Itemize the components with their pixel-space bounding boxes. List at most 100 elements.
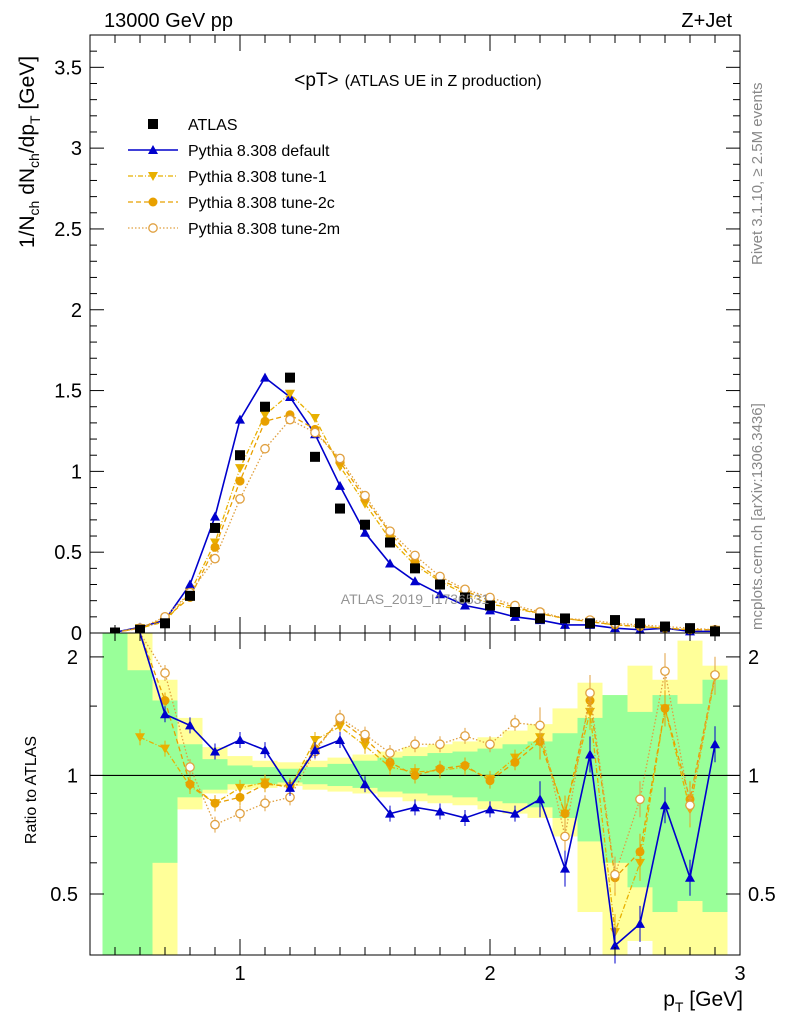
point-data <box>510 606 520 617</box>
ratio-point-tune2c <box>410 770 420 780</box>
ratio-point-tune2m <box>635 794 645 805</box>
ratio-point-tune2m <box>535 720 545 731</box>
ratio-point-tune2c <box>510 757 520 767</box>
point-data <box>210 522 220 533</box>
point-data <box>585 618 595 629</box>
point-tune2m <box>410 550 420 561</box>
ratio-point-tune2c <box>235 792 245 802</box>
process-label: Z+Jet <box>681 10 732 32</box>
main-y-tick-label: 2 <box>71 300 82 322</box>
point-default <box>260 372 270 382</box>
ratio-point-default <box>435 806 445 816</box>
legend-label-data: ATLAS <box>188 117 238 134</box>
ratio-point-tune1 <box>235 783 245 793</box>
point-tune2m <box>210 553 220 564</box>
point-data <box>460 592 470 603</box>
ratio-point-tune2c <box>260 779 270 789</box>
point-default <box>460 600 470 610</box>
point-default <box>435 589 445 599</box>
point-default <box>210 511 220 521</box>
ratio-axes: 1 2 3 0.5 0.5 1 1 2 2 <box>50 633 776 985</box>
point-data <box>635 618 645 629</box>
ratio-point-default <box>685 872 695 882</box>
point-data <box>435 579 445 590</box>
ratio-point-tune2m <box>460 731 470 741</box>
ratio-point-tune2m <box>235 808 245 819</box>
ratio-point-tune2m <box>185 762 195 772</box>
ratio-point-default <box>260 745 270 755</box>
ratio-point-default <box>610 940 620 950</box>
ratio-point-default <box>385 808 395 818</box>
legend-label-default: Pythia 8.308 default <box>188 143 330 160</box>
ratio-point-default <box>360 779 370 789</box>
point-data <box>535 613 545 624</box>
ratio-point-tune2m <box>360 729 370 740</box>
ratio-point-tune2m <box>485 739 495 750</box>
ratio-point-default <box>285 782 295 792</box>
legend-label-tune2m: Pythia 8.308 tune-2m <box>188 221 340 238</box>
ratio-point-tune2c <box>485 776 495 786</box>
point-tune1 <box>260 410 270 420</box>
ratio-point-default <box>460 812 470 822</box>
ratio-line-default <box>139 632 716 948</box>
point-tune1 <box>310 414 320 424</box>
point-data <box>360 519 370 530</box>
ratio-point-default <box>310 745 320 755</box>
point-default <box>385 558 395 568</box>
point-tune2c <box>210 542 220 552</box>
point-tune2c <box>260 416 270 426</box>
ratio-point-default <box>335 735 345 745</box>
point-data <box>160 618 170 629</box>
ratio-point-tune2c <box>560 809 570 819</box>
ratio-point-tune2m <box>435 739 445 750</box>
ratio-point-tune1 <box>135 733 145 743</box>
point-tune2m <box>310 427 320 438</box>
ratio-band-inner <box>202 759 228 790</box>
point-tune2c <box>235 476 245 486</box>
point-data <box>485 600 495 611</box>
ratio-point-default <box>635 918 645 928</box>
ratio-band-inner <box>602 695 628 863</box>
point-data <box>410 563 420 574</box>
ratio-line-tune2m <box>139 632 716 875</box>
main-y-tick-label: 2.5 <box>54 219 82 241</box>
ratio-point-default <box>235 735 245 745</box>
main-y-tick-label: 0 <box>71 623 82 645</box>
ratio-y-tick-label: 2 <box>67 647 78 669</box>
legend-marker-tune2c <box>148 197 158 207</box>
main-title: <pT> (ATLAS UE in Z production) <box>294 70 541 91</box>
legend-label-tune2c: Pythia 8.308 tune-2c <box>188 195 335 212</box>
ratio-point-default <box>535 794 545 804</box>
ratio-point-tune2c <box>660 703 670 713</box>
point-data <box>385 537 395 548</box>
ratio-point-tune2m <box>335 713 345 723</box>
ratio-point-tune2c <box>385 757 395 767</box>
ratio-point-default <box>560 863 570 873</box>
ratio-point-tune2m <box>660 666 670 677</box>
ratio-point-tune2m <box>385 748 395 758</box>
ratio-point-tune2m <box>685 800 695 811</box>
legend-label-tune1: Pythia 8.308 tune-1 <box>188 169 327 186</box>
point-tune2m <box>335 453 345 464</box>
ratio-point-tune2c <box>635 847 645 857</box>
point-data <box>610 615 620 626</box>
point-tune2m <box>235 494 245 504</box>
main-y-tick-label: 3 <box>71 138 82 160</box>
ratio-band-inner <box>702 679 728 913</box>
point-default <box>185 579 195 589</box>
point-default <box>560 619 570 629</box>
ratio-point-default <box>160 709 170 719</box>
ratio-y-tick-label-right: 1 <box>748 765 759 787</box>
ratio-band-inner <box>127 670 153 955</box>
energy-label: 13000 GeV pp <box>104 10 233 32</box>
ratio-band-inner <box>152 700 178 863</box>
point-default <box>360 527 370 537</box>
ratio-x-tick-label: 2 <box>484 963 495 985</box>
main-y-axis: 0 0.5 1 1.5 2 2.5 3 3.5 <box>54 35 741 645</box>
main-y-tick-label: 1 <box>71 461 82 483</box>
ratio-panel: 1 2 3 0.5 0.5 1 1 2 2 Ratio to ATLAS pT [GeV] <box>23 632 776 1015</box>
ratio-y-tick-label-right: 0.5 <box>748 884 776 906</box>
main-y-tick-label: 3.5 <box>54 57 82 79</box>
point-tune1 <box>285 389 295 399</box>
point-default <box>335 480 345 490</box>
